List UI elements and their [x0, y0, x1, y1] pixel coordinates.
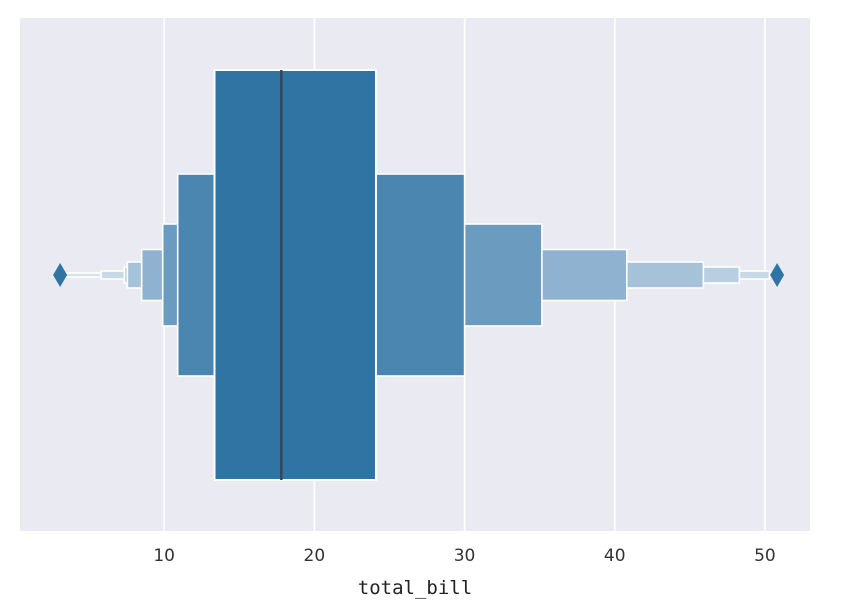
outlier-point-2	[770, 263, 785, 287]
x-tick-label-10: 10	[153, 546, 175, 566]
x-tick-labels: 10 20 30 40 50	[153, 546, 775, 566]
outliers	[53, 263, 785, 287]
boxen-series	[59, 69, 774, 481]
x-tick-label-30: 30	[454, 546, 476, 566]
x-axis-label: total_bill	[358, 577, 472, 599]
x-tick-label-40: 40	[604, 546, 626, 566]
outlier-point-1	[53, 263, 68, 287]
x-tick-label-50: 50	[754, 546, 776, 566]
boxen-level-1	[213, 69, 377, 481]
x-tick-label-20: 20	[304, 546, 326, 566]
